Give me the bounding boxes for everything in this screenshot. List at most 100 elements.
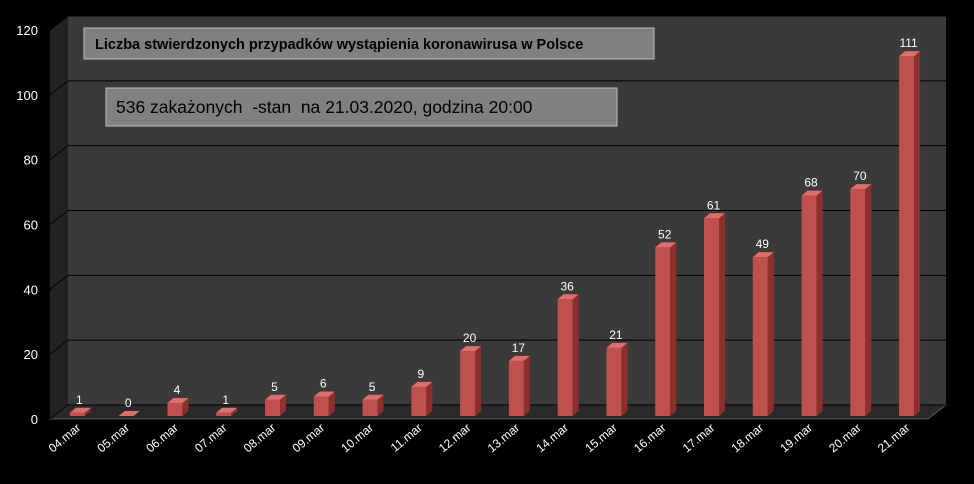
bar-side (84, 407, 91, 416)
bar-top (69, 407, 91, 413)
bar-front (801, 195, 817, 416)
x-tick-label: 11.mar (388, 421, 425, 455)
bar-side (865, 184, 872, 416)
bar-side (426, 381, 433, 416)
bar-front (167, 403, 183, 416)
bar-top (508, 355, 530, 361)
bar: 70 (850, 169, 872, 416)
data-label: 70 (853, 169, 867, 183)
bar: 111 (899, 36, 921, 417)
bar-top (167, 398, 189, 404)
subtitle-box (105, 87, 618, 127)
y-tick-label: 120 (16, 23, 38, 38)
x-tick-label: 07.mar (192, 421, 230, 456)
data-label: 5 (271, 380, 278, 394)
bar-top (655, 242, 677, 248)
bar-side (231, 407, 238, 416)
bar: 20 (460, 331, 482, 416)
x-tick-label: 20.mar (826, 421, 864, 456)
bar: 36 (557, 279, 579, 416)
bars: 1 0 4 1 5 6 5 9 20 17 36 21 52 61 49 68 70 111 (69, 36, 921, 417)
gridline (49, 210, 946, 225)
bar-side (572, 294, 579, 416)
x-tick-label: 16.mar (631, 421, 669, 456)
y-tick-label: 20 (24, 347, 38, 362)
bar-side (280, 394, 286, 416)
bar: 61 (704, 198, 725, 416)
x-tick-label: 21.mar (875, 421, 913, 456)
bar-top (362, 394, 384, 400)
bar-top (118, 411, 140, 416)
chart-title: Liczba stwierdzonych przypadków wystąpie… (95, 37, 583, 53)
y-tick-label: 40 (24, 282, 38, 297)
bar: 5 (362, 380, 384, 416)
x-axis-ticks: 04.mar 05.mar 06.mar 07.mar 08.mar 09.mar 10.m… (46, 421, 913, 456)
bar: 52 (655, 227, 677, 416)
bar-side (670, 242, 677, 416)
y-tick-label: 100 (16, 88, 38, 103)
bar: 21 (606, 328, 628, 416)
bar: 0 (118, 396, 140, 416)
gridline (49, 274, 946, 290)
data-label: 0 (125, 396, 132, 410)
data-label: 68 (804, 176, 818, 190)
data-label: 1 (222, 393, 229, 407)
y-tick-label: 0 (31, 412, 38, 427)
bar: 6 (313, 377, 335, 416)
bar-front (460, 351, 476, 416)
data-label: 52 (658, 227, 672, 241)
bar-top (606, 342, 628, 348)
bar-side (475, 346, 482, 416)
bar-top (801, 190, 823, 196)
title-box (83, 27, 655, 60)
x-tick-label: 04.mar (46, 421, 84, 456)
bar-front (850, 189, 866, 416)
bar-side (816, 190, 823, 416)
bar-top (704, 213, 725, 219)
x-tick-label: 08.mar (241, 421, 279, 456)
bar-front (362, 399, 378, 416)
gridline (49, 15, 946, 31)
x-tick-label: 13.mar (485, 421, 523, 456)
x-tick-label: 19.mar (777, 421, 815, 456)
x-tick-label: 12.mar (436, 421, 474, 456)
y-tick-label: 80 (24, 153, 38, 168)
bar-front (752, 257, 768, 416)
y-tick-label: 60 (24, 218, 38, 233)
data-label: 1 (76, 393, 83, 407)
data-label: 36 (560, 279, 574, 293)
bar-top (460, 346, 482, 352)
bar-side (328, 391, 335, 416)
x-tick-label: 10.mar (338, 421, 376, 456)
bar: 5 (265, 380, 286, 416)
bar-side (621, 342, 628, 416)
data-label: 20 (463, 331, 477, 345)
data-label: 17 (512, 341, 526, 355)
chart-subtitle: 536 zakażonych -stan na 21.03.2020, godz… (116, 97, 533, 117)
data-label: 6 (320, 377, 327, 391)
bar-side (767, 252, 774, 416)
x-tick-label: 17.mar (680, 421, 718, 456)
bar-front (265, 399, 280, 416)
bar-side (182, 398, 189, 416)
bar-front (69, 412, 85, 416)
bar-front (606, 347, 622, 416)
bar: 9 (411, 367, 433, 416)
bar-top (557, 294, 579, 300)
y-axis-ticks: 0 20 40 60 80 100 120 (16, 23, 38, 427)
bar-top (899, 51, 921, 57)
gridline (49, 339, 946, 355)
bar-top (850, 184, 872, 190)
bar-front (411, 386, 427, 416)
bar-top (752, 252, 774, 258)
bar-side (719, 213, 725, 416)
gridline (49, 80, 946, 96)
gridlines (49, 15, 946, 420)
bar: 49 (752, 237, 774, 416)
x-tick-label: 05.mar (94, 421, 132, 456)
bar-top (265, 394, 286, 400)
bar: 68 (801, 176, 823, 416)
x-tick-label: 14.mar (533, 421, 571, 456)
